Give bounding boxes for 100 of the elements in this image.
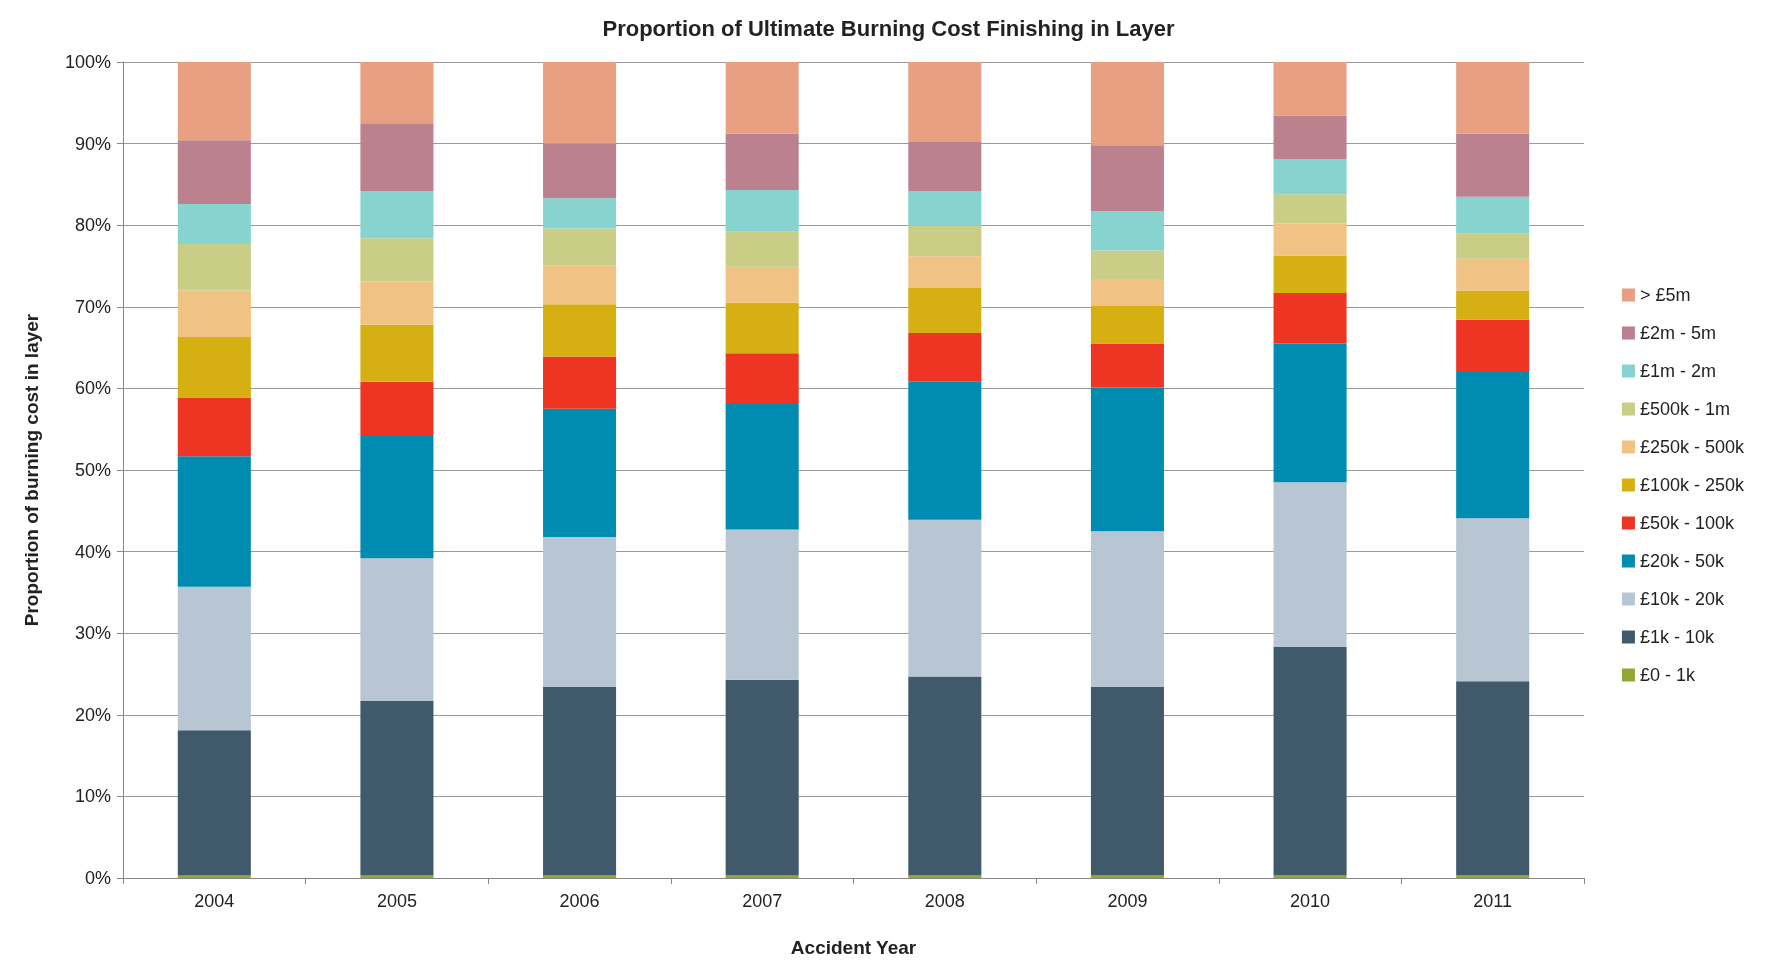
bar — [1273, 292, 1347, 344]
legend-label: £20k - 50k — [1639, 551, 1725, 571]
bar — [1090, 250, 1164, 280]
bar — [1456, 518, 1530, 682]
bar — [177, 586, 251, 731]
bar — [360, 190, 434, 239]
y-tick-label: 20% — [74, 704, 111, 725]
bar — [543, 536, 617, 688]
bar — [543, 408, 617, 537]
x-tick-label: 2010 — [1290, 891, 1331, 911]
bar — [725, 403, 799, 530]
x-tick-label: 2005 — [376, 891, 417, 911]
bar — [177, 397, 251, 457]
y-tick-label: 0% — [84, 868, 111, 888]
bar — [725, 62, 799, 134]
bar — [1456, 319, 1530, 373]
bar — [177, 140, 251, 204]
bar — [1456, 196, 1530, 234]
legend-label: £1m - 2m — [1639, 361, 1716, 381]
bar — [1090, 305, 1164, 344]
x-tick-label: 2004 — [194, 891, 235, 911]
x-tick-label: 2007 — [742, 891, 783, 911]
bar — [725, 679, 799, 876]
y-tick-label: 100% — [64, 52, 111, 72]
legend-label: £50k - 100k — [1639, 513, 1735, 533]
bar — [908, 190, 982, 226]
bar — [360, 124, 434, 191]
bar — [543, 687, 617, 876]
bar — [725, 231, 799, 267]
bar — [1456, 681, 1530, 876]
y-tick-label: 10% — [74, 786, 111, 807]
bar — [177, 456, 251, 587]
bar — [543, 304, 617, 357]
bar — [543, 198, 617, 229]
bar — [1273, 194, 1347, 224]
bar — [543, 62, 617, 144]
bar — [543, 143, 617, 199]
x-axis-title: Accident Year — [790, 937, 917, 958]
legend-label: £500k - 1m — [1639, 399, 1730, 419]
bar — [1456, 62, 1530, 134]
bar — [1456, 133, 1530, 197]
y-tick-label: 90% — [74, 133, 111, 154]
bar — [908, 225, 982, 257]
legend-label: £10k - 20k — [1639, 589, 1725, 609]
bar — [725, 190, 799, 232]
bar — [360, 700, 434, 876]
bar — [1273, 255, 1347, 293]
bar — [725, 529, 799, 680]
bar — [908, 141, 982, 191]
legend-label: £1k - 10k — [1639, 627, 1715, 647]
bar — [1456, 258, 1530, 291]
bar — [908, 62, 982, 142]
bar — [1273, 115, 1347, 160]
bar — [1273, 482, 1347, 648]
bar — [177, 336, 251, 398]
x-tick-label: 2009 — [1107, 891, 1148, 911]
legend-label: £0 - 1k — [1639, 665, 1696, 685]
bar — [177, 62, 251, 141]
bar — [1273, 159, 1347, 195]
bar — [543, 228, 617, 266]
bar — [1456, 372, 1530, 519]
y-tick-label: 30% — [74, 623, 111, 644]
legend-label: £2m - 5m — [1639, 323, 1716, 343]
bar — [725, 133, 799, 191]
y-tick-label: 40% — [74, 541, 111, 562]
bar — [1273, 223, 1347, 256]
y-tick-label: 60% — [74, 378, 111, 399]
legend-label: > £5m — [1639, 285, 1691, 305]
bar — [908, 676, 982, 876]
bar — [1273, 343, 1347, 483]
legend-label: £100k - 250k — [1639, 475, 1745, 495]
bar — [1090, 62, 1164, 146]
bar — [1456, 233, 1530, 259]
legend-label: £250k - 500k — [1639, 437, 1745, 457]
bar — [908, 519, 982, 677]
bar — [360, 281, 434, 325]
bar — [543, 356, 617, 409]
bar — [1456, 290, 1530, 320]
bar — [360, 238, 434, 282]
bar — [908, 256, 982, 289]
bar — [177, 243, 251, 291]
bar — [725, 302, 799, 354]
chart-title: Proportion of Ultimate Burning Cost Finishing in Layer — [602, 15, 1175, 41]
y-tick-label: 70% — [74, 296, 111, 317]
bar — [1090, 531, 1164, 688]
bar — [1090, 387, 1164, 532]
x-tick-label: 2008 — [924, 891, 965, 911]
bar — [543, 265, 617, 305]
bar — [360, 381, 434, 435]
bar — [360, 558, 434, 701]
y-axis-title: Proportion of burning cost in layer — [21, 313, 42, 627]
bar — [360, 324, 434, 382]
y-tick-label: 50% — [74, 460, 111, 480]
bar — [908, 381, 982, 520]
bar — [725, 353, 799, 404]
bar — [177, 290, 251, 337]
x-tick-label: 2011 — [1473, 891, 1513, 911]
bar — [1273, 647, 1347, 876]
bar — [1090, 145, 1164, 212]
bar — [725, 266, 799, 303]
